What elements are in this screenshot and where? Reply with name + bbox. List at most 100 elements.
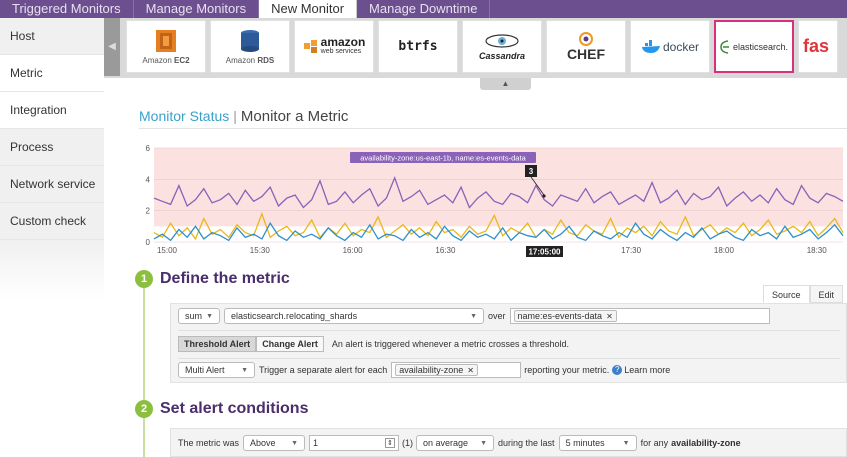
query-editor-tabs: Source Edit bbox=[763, 285, 844, 303]
integration-tile-cassandra[interactable]: Cassandra bbox=[462, 20, 542, 73]
collapse-carousel-button[interactable]: ▲ bbox=[480, 78, 531, 90]
series-line bbox=[153, 211, 844, 241]
tooltip-pointer bbox=[530, 176, 545, 196]
sidebar-item-integration[interactable]: Integration bbox=[0, 92, 104, 129]
sidebar-item-host[interactable]: Host bbox=[0, 18, 104, 55]
step-2-title: Set alert conditions bbox=[160, 400, 309, 417]
change-alert-button[interactable]: Change Alert bbox=[256, 336, 324, 352]
amazon-rds-logo-icon bbox=[241, 30, 259, 52]
time-marker-box bbox=[526, 246, 563, 257]
x-tick-label: 17:30 bbox=[621, 246, 642, 255]
scroll-left-icon[interactable]: ◀ bbox=[104, 18, 120, 76]
scope-tag-input[interactable]: name:es-events-data ✕ bbox=[509, 308, 770, 324]
tab-edit[interactable]: Edit bbox=[809, 285, 844, 303]
during-text: during the last bbox=[498, 438, 555, 448]
monitor-tabs: Triggered Monitors Manage Monitors New M… bbox=[0, 0, 847, 18]
remove-tag-icon[interactable]: ✕ bbox=[606, 311, 613, 321]
y-tick-label: 4 bbox=[146, 175, 151, 184]
over-label: over bbox=[488, 311, 506, 321]
sidebar-item-custom-check[interactable]: Custom check bbox=[0, 203, 104, 240]
integration-tile-aws[interactable]: amazon web services bbox=[294, 20, 374, 73]
x-tick-label: 15:00 bbox=[157, 246, 178, 255]
amazon-ec2-logo-icon bbox=[156, 30, 176, 52]
for-any-group: availability-zone bbox=[671, 438, 741, 448]
tooltip-value-box bbox=[525, 165, 537, 177]
tooltip-label: availability-zone:us-east-1b, name:es-ev… bbox=[360, 154, 526, 163]
cassandra-eye-icon bbox=[485, 33, 519, 48]
integration-tile-btrfs[interactable]: btrfs bbox=[378, 20, 458, 73]
chevron-down-icon: ▼ bbox=[622, 439, 630, 447]
step-1-badge: 1 bbox=[135, 270, 153, 288]
group-by-input[interactable]: availability-zone ✕ bbox=[391, 362, 522, 378]
chevron-down-icon: ▼ bbox=[241, 366, 248, 374]
integration-tile-chef[interactable]: CHEF bbox=[546, 20, 626, 73]
elasticsearch-logo-icon bbox=[720, 39, 729, 54]
docker-whale-icon bbox=[641, 39, 660, 53]
integration-tile-fastly[interactable]: fas bbox=[798, 20, 838, 73]
for-any-text: for any bbox=[640, 438, 669, 448]
monitor-type-sidebar: Host Metric Integration Process Network … bbox=[0, 18, 104, 457]
integration-tile-elasticsearch[interactable]: elasticsearch. bbox=[714, 20, 794, 73]
trigger-text: Trigger a separate alert for each bbox=[259, 365, 388, 375]
y-tick-label: 2 bbox=[146, 207, 151, 216]
y-tick-label: 0 bbox=[146, 238, 151, 247]
step-2-badge: 2 bbox=[135, 400, 153, 418]
step1-connector bbox=[143, 288, 145, 400]
sidebar-fade bbox=[0, 240, 104, 300]
integration-tile-amazon-ec2[interactable]: Amazon EC2 bbox=[126, 20, 206, 73]
group-tag: availability-zone ✕ bbox=[395, 364, 478, 376]
remove-tag-icon[interactable]: ✕ bbox=[467, 365, 474, 375]
chef-logo-icon bbox=[579, 31, 593, 46]
page-header: Monitor Status | Monitor a Metric bbox=[139, 108, 349, 125]
integration-tile-docker[interactable]: docker bbox=[630, 20, 710, 73]
chevron-down-icon: ▼ bbox=[470, 312, 477, 320]
window-select[interactable]: 5 minutes ▼ bbox=[558, 435, 637, 451]
aggregation-select[interactable]: on average ▼ bbox=[416, 435, 495, 451]
sidebar-item-metric[interactable]: Metric bbox=[0, 55, 104, 92]
help-icon[interactable]: ? bbox=[612, 365, 623, 375]
tab-manage-downtime[interactable]: Manage Downtime bbox=[357, 0, 491, 18]
sidebar-item-network-service[interactable]: Network service bbox=[0, 166, 104, 203]
sidebar-item-process[interactable]: Process bbox=[0, 129, 104, 166]
x-tick-label: 18:00 bbox=[714, 246, 735, 255]
integration-tile-amazon-rds[interactable]: Amazon RDS bbox=[210, 20, 290, 73]
x-tick-label: 16:30 bbox=[435, 246, 456, 255]
page-title: Monitor a Metric bbox=[240, 108, 349, 125]
caret-up-icon: ▲ bbox=[501, 79, 510, 88]
tooltip-point bbox=[542, 194, 546, 198]
metric-select[interactable]: elasticsearch.relocating_shards ▼ bbox=[224, 308, 484, 324]
x-tick-label: 16:00 bbox=[343, 246, 364, 255]
threshold-input[interactable]: 1 ⇕ bbox=[309, 435, 400, 451]
tab-source[interactable]: Source bbox=[763, 285, 810, 303]
chevron-down-icon: ▼ bbox=[480, 439, 488, 447]
aws-cubes-icon bbox=[303, 39, 317, 53]
multi-alert-select[interactable]: Multi Alert ▼ bbox=[178, 362, 255, 378]
tooltip-box bbox=[350, 152, 536, 163]
metric-preview-graph[interactable]: 024615:0015:3016:0016:3017:0017:3018:001… bbox=[140, 140, 847, 258]
learn-more-link[interactable]: Learn more bbox=[624, 365, 671, 375]
x-tick-label: 15:30 bbox=[250, 246, 271, 255]
series-line bbox=[153, 175, 844, 209]
tab-manage-monitors[interactable]: Manage Monitors bbox=[134, 0, 260, 18]
series-line bbox=[153, 221, 844, 242]
alert-conditions-panel: The metric was Above ▼ 1 ⇕ (1) on average ▼… bbox=[170, 428, 847, 457]
comparator-select[interactable]: Above ▼ bbox=[243, 435, 306, 451]
tab-triggered-monitors[interactable]: Triggered Monitors bbox=[0, 0, 134, 18]
breadcrumb-monitor-status[interactable]: Monitor Status bbox=[139, 108, 230, 124]
chevron-down-icon: ▼ bbox=[206, 312, 213, 320]
alert-description: An alert is triggered whenever a metric … bbox=[331, 339, 569, 349]
header-divider bbox=[139, 128, 847, 129]
time-marker-label: 17:05:00 bbox=[528, 248, 561, 257]
chevron-down-icon: ▼ bbox=[291, 439, 299, 447]
stepper-icon[interactable]: ⇕ bbox=[385, 438, 396, 448]
step-1-title: Define the metric bbox=[160, 270, 290, 287]
threshold-alert-button[interactable]: Threshold Alert bbox=[178, 336, 257, 352]
integration-carousel: ◀ Amazon EC2 Amazon RDS amazon web servi… bbox=[104, 18, 847, 78]
reporting-text: reporting your metric. bbox=[524, 365, 610, 375]
scope-tag: name:es-events-data ✕ bbox=[513, 310, 617, 322]
tab-new-monitor[interactable]: New Monitor bbox=[259, 0, 358, 18]
aggregator-select[interactable]: sum ▼ bbox=[178, 308, 220, 324]
tooltip-value: 3 bbox=[529, 167, 534, 176]
metric-definition-panel: sum ▼ elasticsearch.relocating_shards ▼ ov… bbox=[170, 303, 847, 383]
y-tick-label: 6 bbox=[146, 144, 151, 153]
